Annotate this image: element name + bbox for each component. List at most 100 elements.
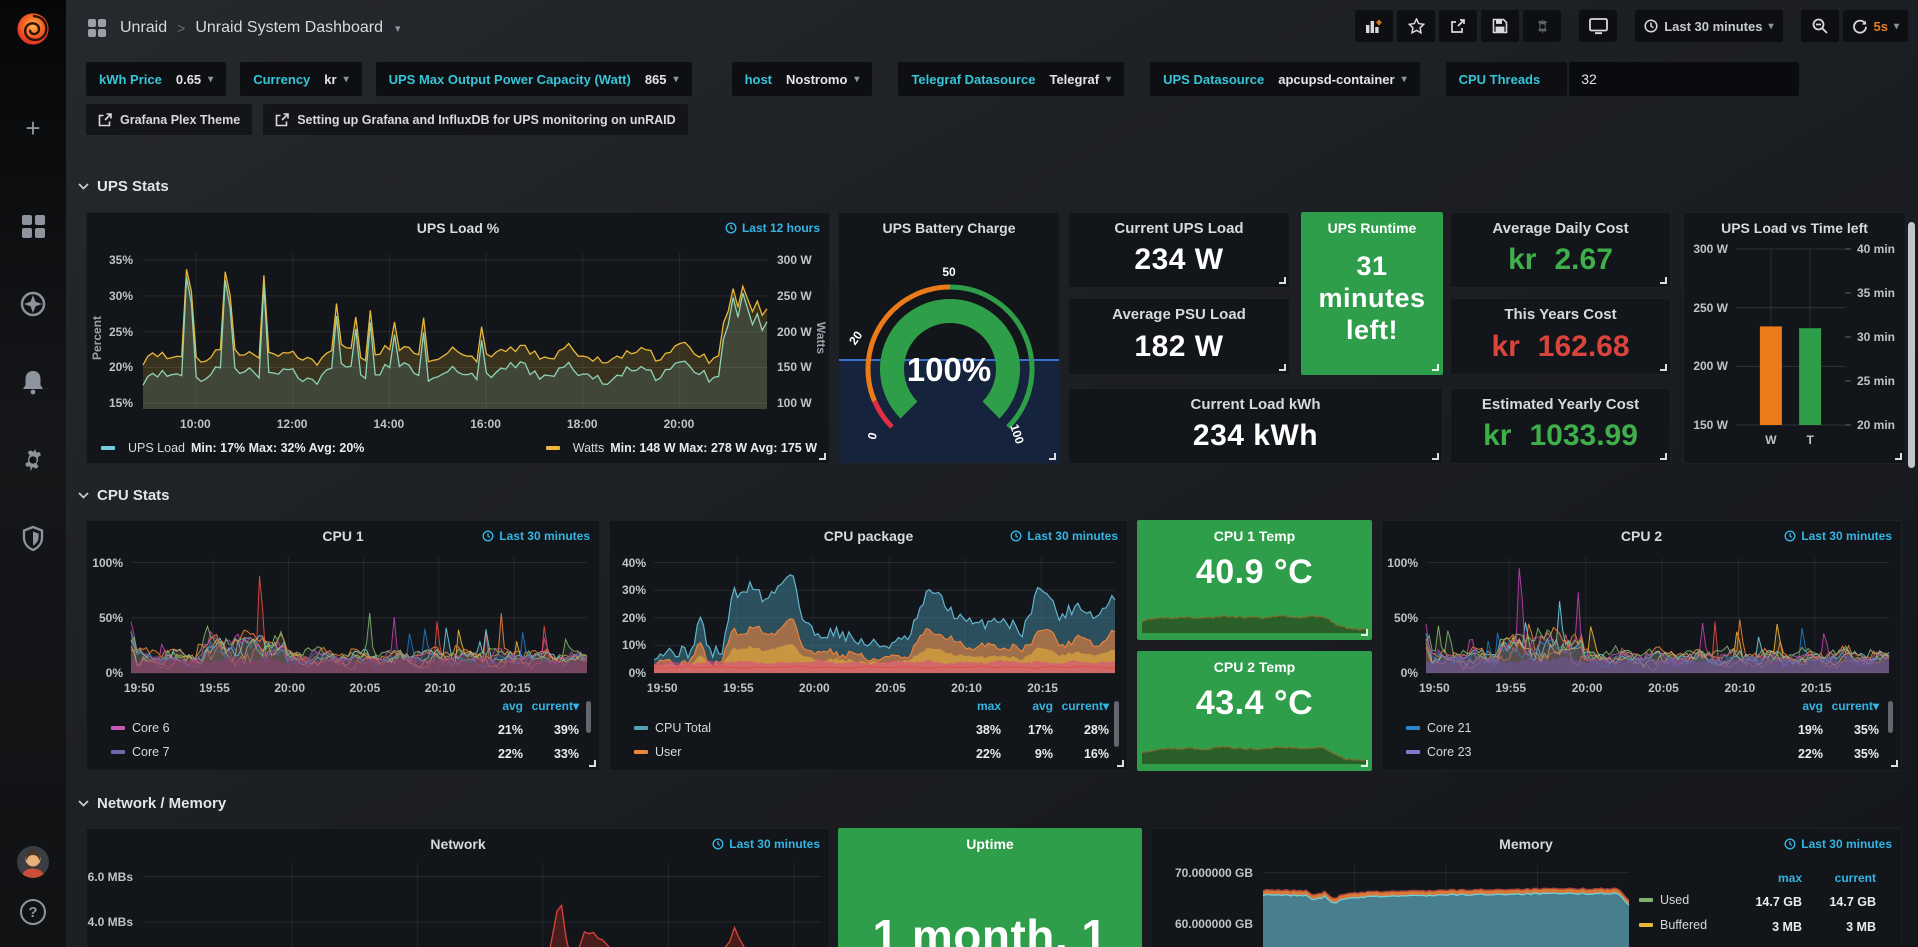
legend-item[interactable]: UPS Load Min: 17% Max: 32% Avg: 20% — [101, 441, 364, 455]
legend-name[interactable]: Core 23 — [1427, 745, 1472, 759]
resize-handle[interactable] — [1660, 277, 1667, 284]
legend-name[interactable]: Core 7 — [132, 745, 170, 759]
chevron-down-icon[interactable]: ▾ — [394, 22, 401, 35]
section-ups-stats[interactable]: UPS Stats — [78, 178, 169, 195]
legend-header-max[interactable]: max — [976, 699, 1001, 713]
legend-row[interactable]: Core 21 — [1406, 721, 1471, 735]
panel-title[interactable]: Average PSU Load — [1112, 306, 1246, 323]
sidebar-add-icon[interactable]: + — [25, 112, 41, 143]
resize-handle[interactable] — [1361, 629, 1368, 636]
resize-handle[interactable] — [1049, 453, 1056, 460]
resize-handle[interactable] — [1279, 277, 1286, 284]
legend-row[interactable]: Core 23 — [1406, 745, 1471, 759]
panel-time-badge[interactable]: Last 12 hours — [725, 221, 820, 235]
breadcrumb-app[interactable]: Unraid — [120, 19, 168, 36]
panel-time-badge[interactable]: Last 30 minutes — [1784, 529, 1892, 543]
panel-title[interactable]: CPU 1 — [322, 528, 364, 544]
panel-title[interactable]: CPU 2 — [1620, 528, 1663, 544]
legend-header-avg[interactable]: avg — [1802, 699, 1823, 713]
ups-load-chart[interactable] — [87, 213, 830, 464]
panel-title[interactable]: CPU 1 Temp — [1213, 528, 1296, 544]
legend-row[interactable]: Buffered — [1639, 918, 1707, 932]
panel-time-badge[interactable]: Last 30 minutes — [482, 529, 590, 543]
panel-title[interactable]: Average Daily Cost — [1492, 220, 1629, 237]
legend-scrollbar[interactable] — [586, 701, 591, 733]
resize-handle[interactable] — [1891, 760, 1898, 767]
share-button[interactable] — [1439, 10, 1478, 42]
panel-title[interactable]: Memory — [1499, 836, 1553, 852]
variable-telegraf-datasource[interactable]: Telegraf Datasource Telegraf ▾ — [898, 62, 1125, 96]
refresh-button[interactable]: 5s ▾ — [1842, 10, 1908, 42]
panel-title[interactable]: CPU package — [823, 528, 914, 544]
legend-item[interactable]: Watts Min: 148 W Max: 278 W Avg: 175 W — [545, 441, 817, 455]
panel-title[interactable]: Estimated Yearly Cost — [1481, 396, 1640, 413]
legend-scrollbar[interactable] — [1888, 701, 1893, 733]
add-panel-button[interactable] — [1355, 10, 1394, 42]
legend-header-avg[interactable]: avg — [502, 699, 523, 713]
legend-row[interactable]: Core 6 — [111, 721, 170, 735]
section-cpu-stats[interactable]: CPU Stats — [78, 487, 170, 504]
legend-header-current[interactable]: current▾ — [1061, 699, 1109, 713]
panel-time-badge[interactable]: Last 30 minutes — [1784, 837, 1892, 851]
time-range-picker[interactable]: Last 30 minutes ▾ — [1635, 10, 1783, 42]
resize-handle[interactable] — [589, 760, 596, 767]
variable-kwh-price[interactable]: kWh Price 0.65 ▾ — [86, 62, 227, 96]
memory-chart[interactable] — [1151, 829, 1902, 947]
resize-handle[interactable] — [1432, 364, 1439, 371]
cpu1-chart[interactable] — [87, 521, 600, 771]
page-title[interactable]: Unraid System Dashboard — [195, 19, 383, 36]
variable-ups-datasource[interactable]: UPS Datasource apcupsd-container ▾ — [1150, 62, 1420, 96]
legend-name[interactable]: Watts — [572, 441, 605, 455]
sidebar-server-admin-icon[interactable] — [0, 518, 66, 558]
cpu2-chart[interactable] — [1382, 521, 1902, 771]
star-button[interactable] — [1397, 10, 1436, 42]
legend-header-current[interactable]: current — [1834, 871, 1876, 885]
panel-title[interactable]: Current UPS Load — [1114, 220, 1244, 237]
sidebar-configuration-icon[interactable] — [0, 440, 66, 480]
sidebar-explore-icon[interactable] — [0, 284, 66, 324]
cpu_package-chart[interactable] — [610, 521, 1128, 771]
resize-handle[interactable] — [1117, 760, 1124, 767]
panel-title[interactable]: UPS Load % — [416, 220, 500, 236]
resize-handle[interactable] — [819, 453, 826, 460]
section-network-memory[interactable]: Network / Memory — [78, 795, 226, 812]
legend-name[interactable]: User — [655, 745, 682, 759]
legend-header-current[interactable]: current▾ — [531, 699, 579, 713]
variable-ups-max-output-power-capacity-watt-[interactable]: UPS Max Output Power Capacity (Watt) 865 ▾ — [375, 62, 692, 96]
resize-handle[interactable] — [1895, 453, 1902, 460]
legend-row[interactable]: Core 7 — [111, 745, 170, 759]
tv-mode-button[interactable] — [1579, 10, 1618, 42]
legend-name[interactable]: UPS Load — [128, 441, 185, 455]
network-chart[interactable] — [87, 829, 830, 947]
panel-title[interactable]: Current Load kWh — [1190, 396, 1321, 413]
panel-title[interactable]: CPU 2 Temp — [1213, 659, 1296, 675]
resize-handle[interactable] — [1660, 453, 1667, 460]
dashboard-settings-button[interactable] — [1523, 10, 1562, 42]
variable-input[interactable]: 32 — [1569, 62, 1800, 96]
resize-handle[interactable] — [1660, 364, 1667, 371]
legend-row[interactable]: Used — [1639, 893, 1689, 907]
legend-header-max[interactable]: max — [1777, 871, 1802, 885]
save-button[interactable] — [1481, 10, 1520, 42]
panel-title[interactable]: UPS Load vs Time left — [1721, 220, 1868, 236]
panel-title[interactable]: Network — [430, 836, 486, 852]
panel-time-badge[interactable]: Last 30 minutes — [1010, 529, 1118, 543]
sidebar-profile[interactable] — [0, 842, 66, 882]
dashboard-link[interactable]: Grafana Plex Theme — [86, 104, 253, 135]
legend-name[interactable]: Buffered — [1660, 918, 1708, 932]
legend-name[interactable]: Core 6 — [132, 721, 170, 735]
resize-handle[interactable] — [1432, 453, 1439, 460]
zoom-out-button[interactable] — [1800, 10, 1839, 42]
breadcrumb[interactable]: Unraid > Unraid System Dashboard ▾ — [88, 19, 401, 37]
legend-name[interactable]: CPU Total — [655, 721, 712, 735]
panel-title[interactable]: UPS Battery Charge — [882, 220, 1016, 236]
panel-title[interactable]: Uptime — [966, 836, 1014, 852]
legend-header-current[interactable]: current▾ — [1831, 699, 1879, 713]
variable-cpu-threads[interactable]: CPU Threads — [1445, 62, 1568, 96]
variable-currency[interactable]: Currency kr ▾ — [240, 62, 362, 96]
page-scrollbar[interactable] — [1908, 222, 1915, 468]
sidebar-dashboards-icon[interactable] — [0, 206, 66, 246]
grafana-logo-icon[interactable] — [10, 6, 56, 50]
dashboard-link[interactable]: Setting up Grafana and InfluxDB for UPS … — [263, 104, 688, 135]
panel-title[interactable]: UPS Runtime — [1327, 220, 1417, 236]
